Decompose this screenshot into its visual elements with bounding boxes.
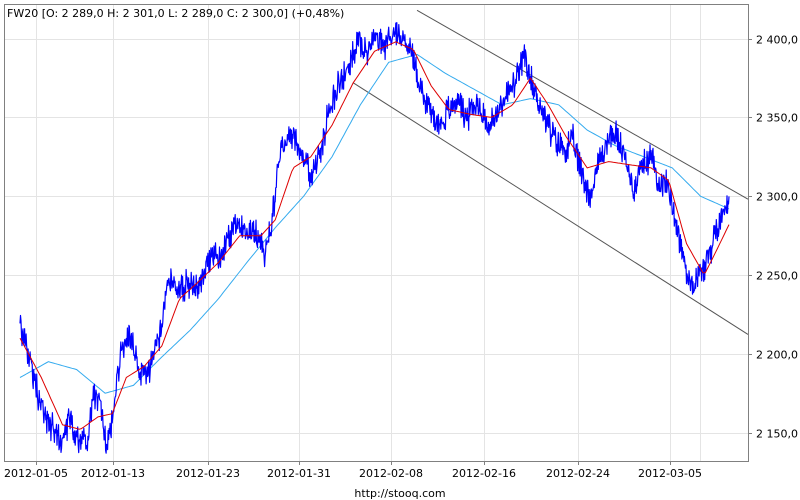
plot-frame (4, 4, 749, 462)
source-link[interactable]: http://stooq.com (354, 487, 445, 500)
x-tick-label: 2012-02-08 (359, 467, 423, 480)
y-tick-label: 2 250,0 (756, 270, 798, 283)
fast-moving-average (19, 41, 730, 430)
y-axis-labels: 2 150,0 2 200,0 2 250,0 2 300,0 2 350,0 2 400… (756, 34, 798, 441)
y-tick-label: 2 350,0 (756, 112, 798, 125)
x-tick-label: 2012-01-23 (176, 467, 240, 480)
x-axis-labels: 2012-01-05 2012-01-13 2012-01-23 2012-01-31… (4, 467, 702, 480)
x-tick-label: 2012-03-05 (638, 467, 702, 480)
fast-ma-line (19, 41, 730, 430)
y-tick-label: 2 400,0 (756, 34, 798, 47)
x-tick-label: 2012-01-13 (81, 467, 145, 480)
trend-channel (352, 9, 749, 335)
x-tick-label: 2012-02-24 (546, 467, 610, 480)
price-series (19, 22, 730, 454)
chart-title: FW20 [O: 2 289,0 H: 2 301,0 L: 2 289,0 C… (7, 7, 344, 20)
channel-lower-line (352, 82, 749, 335)
channel-upper-line (416, 9, 749, 200)
y-tick-label: 2 200,0 (756, 349, 798, 362)
x-tick-label: 2012-01-31 (267, 467, 331, 480)
x-tick-label: 2012-02-16 (452, 467, 516, 480)
y-tick-label: 2 300,0 (756, 191, 798, 204)
price-line (19, 22, 730, 454)
x-tick-label: 2012-01-05 (4, 467, 68, 480)
y-tick-label: 2 150,0 (756, 428, 798, 441)
